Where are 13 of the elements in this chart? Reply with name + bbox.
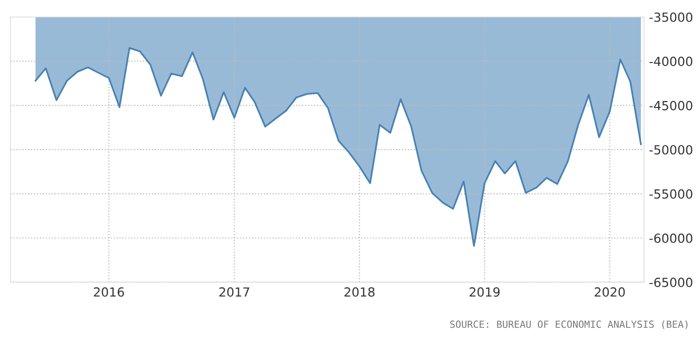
y-tick-label: -65000 <box>649 278 692 288</box>
y-tick-label: -50000 <box>649 145 692 155</box>
y-tick-label: -40000 <box>649 56 692 66</box>
y-tick-label: -45000 <box>649 100 692 110</box>
source-note: SOURCE: BUREAU OF ECONOMIC ANALYSIS (BEA) <box>450 320 688 330</box>
y-tick-label: -60000 <box>649 233 692 243</box>
x-tick-label: 2019 <box>470 287 500 297</box>
x-tick-label: 2020 <box>594 287 625 297</box>
x-tick-label: 2017 <box>219 287 250 297</box>
y-tick-label: -55000 <box>649 189 692 199</box>
x-tick-label: 2016 <box>94 287 124 297</box>
x-tick-label: 2018 <box>344 287 375 297</box>
y-tick-label: -35000 <box>649 12 692 22</box>
